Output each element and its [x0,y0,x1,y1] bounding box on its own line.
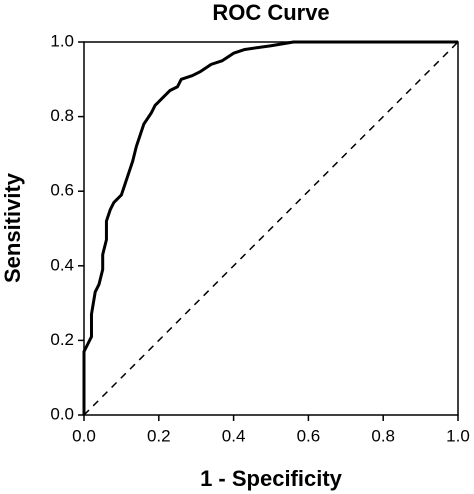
plot-frame [83,41,459,416]
y-tick-label: 0.6 [50,181,74,200]
x-tick-label: 0.0 [72,426,96,445]
y-tick-label: 0.0 [50,404,74,423]
chart-title: ROC Curve [212,0,329,25]
y-tick-label: 1.0 [50,31,74,50]
y-tick-label: 0.8 [50,106,74,125]
x-tick-label: 0.4 [222,426,246,445]
x-axis-label: 1 - Specificity [200,466,343,491]
x-tick-label: 0.2 [147,426,171,445]
x-tick-label: 0.6 [297,426,321,445]
x-tick-label: 1.0 [446,426,470,445]
x-tick-label: 0.8 [371,426,395,445]
roc-curve [82,40,458,415]
y-tick-label: 0.4 [50,255,74,274]
y-axis-label: Sensitivity [0,172,25,283]
y-tick-label: 0.2 [50,330,74,349]
reference-diagonal [83,41,459,416]
